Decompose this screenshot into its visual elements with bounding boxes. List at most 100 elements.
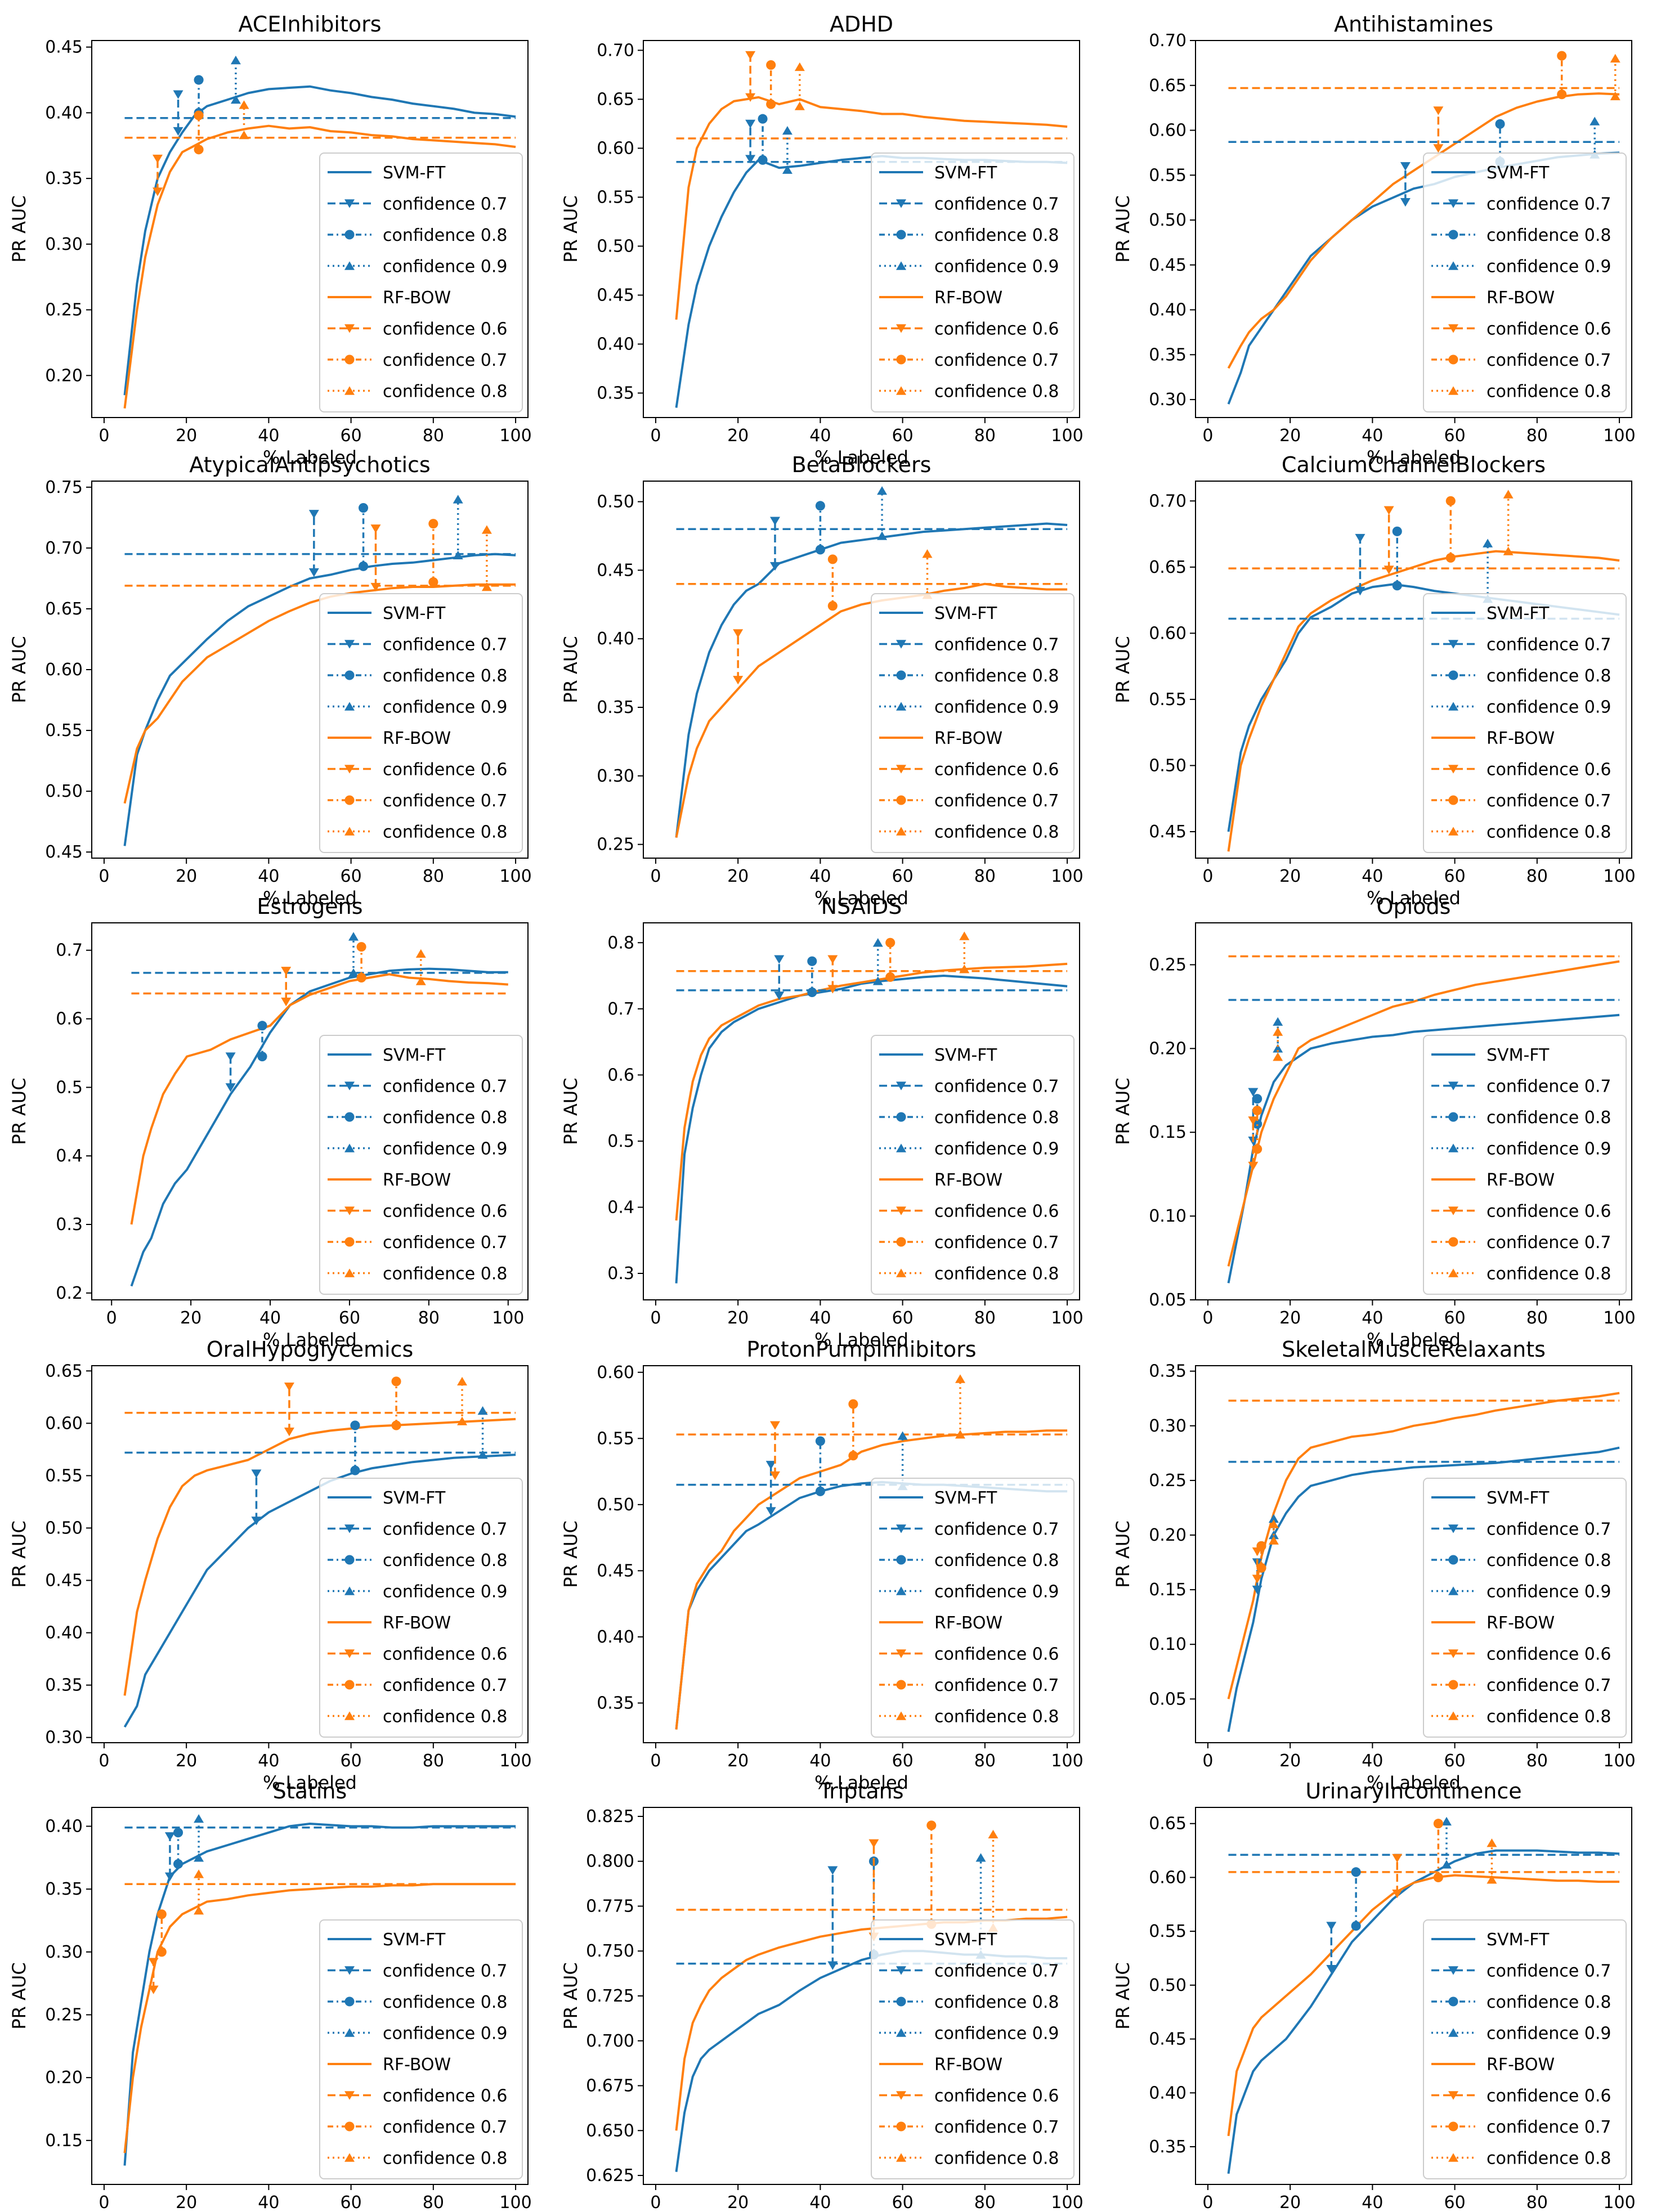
legend: SVM-FT confidence 0.7 confidence 0.8 confid… [871, 593, 1074, 853]
legend-label: confidence 0.7 [383, 1962, 507, 1981]
axes-frame [1195, 1807, 1632, 2185]
x-tick-label: 100 [1051, 2193, 1083, 2212]
legend-marker [1448, 230, 1458, 240]
rf-confidence-marker-top [733, 629, 744, 638]
rf-confidence-marker-top [1384, 506, 1394, 515]
y-tick-label: 0.65 [1149, 1814, 1187, 1834]
x-tick-label: 60 [892, 426, 914, 446]
x-axis-label: % Labeled [263, 1772, 357, 1793]
legend-label: confidence 0.8 [934, 1108, 1059, 1128]
x-tick-label: 0 [1202, 1308, 1213, 1328]
y-tick-label: 0.70 [1149, 31, 1187, 51]
chart-title: Antihistamines [1334, 12, 1493, 37]
y-tick-label: 0.35 [1149, 345, 1187, 365]
svm-confidence-marker-top [1273, 1017, 1283, 1026]
subplot-calciumchannelblockers: CalciumChannelBlockers 0 20 40 60 80 100 0.45 0.… [1112, 452, 1636, 909]
axes-frame [643, 1807, 1080, 2185]
y-tick-label: 0.3 [56, 1215, 83, 1235]
y-tick-label: 0.70 [597, 41, 634, 60]
legend-marker [1448, 1268, 1458, 1277]
x-tick-label: 40 [809, 1308, 831, 1328]
svm-confidence-marker-base [350, 1465, 360, 1475]
legend-marker [1448, 1680, 1458, 1690]
y-tick-label: 0.50 [45, 1518, 83, 1538]
svm-confidence-marker-base [1400, 198, 1411, 207]
rf-bow-line [1227, 550, 1620, 852]
svm-confidence-marker-top [257, 1021, 267, 1031]
legend-label: SVM-FT [383, 1488, 446, 1508]
rf-confidence-marker-top [148, 1958, 159, 1967]
svm-confidence-marker-top [1326, 1922, 1337, 1931]
plot-area [123, 55, 516, 409]
legend-label: confidence 0.6 [934, 320, 1059, 339]
legend-marker [896, 1112, 906, 1122]
svm-ft-line [123, 1823, 516, 2166]
rf-confidence-marker-top [1433, 106, 1444, 115]
legend-label: confidence 0.8 [934, 382, 1059, 402]
y-tick-label: 0.45 [45, 38, 83, 57]
y-tick-label: 0.20 [45, 366, 83, 385]
y-tick-label: 0.40 [45, 1623, 83, 1643]
x-axis-label: % Labeled [263, 1329, 357, 1350]
legend-label: confidence 0.8 [934, 226, 1059, 245]
legend-box [1423, 1478, 1627, 1738]
x-axis-label: % Labeled [814, 447, 908, 468]
rf-confidence-marker-top [1252, 1105, 1262, 1116]
chart-title: BetaBlockers [792, 452, 932, 477]
x-tick-label: 60 [892, 2193, 914, 2212]
rf-confidence-marker-top [827, 554, 838, 564]
y-tick-label: 0.60 [1149, 121, 1187, 141]
rf-bow-line [675, 1429, 1068, 1730]
x-tick-label: 80 [1526, 426, 1548, 446]
axes-frame [91, 922, 529, 1300]
legend-label: confidence 0.7 [934, 1676, 1059, 1695]
legend-marker [896, 2028, 906, 2037]
rf-confidence-marker-top [1248, 1116, 1259, 1125]
y-tick-label: 0.45 [597, 560, 634, 580]
x-tick-label: 20 [1279, 426, 1301, 446]
subplot-opiods: Opiods 0 20 40 60 80 100 0.05 0.10 0.15 0.20 0.25 % … [1112, 894, 1636, 1350]
chart-title: ProtonPumpInhibitors [746, 1337, 976, 1362]
chart-title: AtypicalAntipsychotics [189, 452, 430, 477]
legend-label: RF-BOW [383, 1170, 451, 1190]
rf-confidence-marker-base [1445, 553, 1456, 563]
legend-box [319, 593, 523, 853]
chart-title: Opiods [1377, 894, 1451, 919]
legend-label: confidence 0.7 [1487, 635, 1611, 655]
legend-label: confidence 0.8 [1487, 1551, 1611, 1571]
axes-frame [643, 40, 1080, 418]
x-axis-label: % Labeled [263, 447, 357, 468]
y-tick-label: 0.45 [1149, 255, 1187, 275]
x-tick-label: 100 [1051, 426, 1083, 446]
rf-confidence-marker-top [926, 1820, 937, 1830]
y-tick-label: 0.775 [586, 1896, 634, 1916]
y-tick-label: 0.70 [45, 539, 83, 558]
y-tick-label: 0.60 [597, 1363, 634, 1383]
svm-confidence-marker-top [308, 510, 319, 519]
legend-label: RF-BOW [1487, 1170, 1555, 1190]
y-tick-label: 0.25 [597, 835, 634, 855]
svm-confidence-marker-base [815, 545, 825, 555]
legend-marker [344, 1649, 355, 1658]
y-axis-label: PR AUC [1112, 636, 1134, 703]
legend: SVM-FT confidence 0.7 confidence 0.8 confid… [319, 1478, 523, 1738]
svm-confidence-marker-base [358, 561, 369, 571]
axes-frame [91, 1365, 529, 1743]
legend-label: SVM-FT [934, 1930, 997, 1950]
rf-confidence-marker-base [457, 1416, 468, 1425]
y-tick-label: 0.55 [45, 1466, 83, 1486]
y-tick-label: 0.750 [586, 1941, 634, 1961]
legend-label: confidence 0.9 [934, 1582, 1059, 1602]
rf-confidence-marker-top [1557, 51, 1567, 61]
y-tick-label: 0.7 [607, 999, 634, 1019]
y-tick-label: 0.40 [597, 629, 634, 649]
legend-marker [344, 1966, 355, 1975]
rf-confidence-marker-base [239, 130, 249, 140]
x-tick-label: 40 [809, 2193, 831, 2212]
legend-marker [896, 765, 906, 774]
legend-marker [344, 1586, 355, 1595]
svm-confidence-marker-base [251, 1516, 262, 1525]
legend-label: confidence 0.9 [383, 1139, 507, 1159]
y-tick-label: 0.65 [1149, 76, 1187, 96]
rf-confidence-marker-base [766, 99, 776, 109]
